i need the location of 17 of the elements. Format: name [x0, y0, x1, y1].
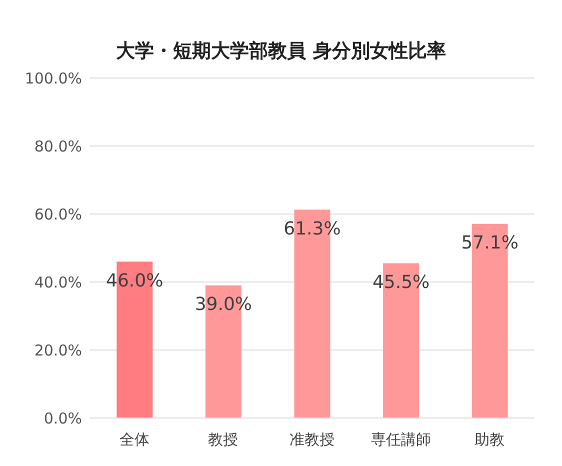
data-label: 39.0%	[194, 294, 252, 316]
data-label: 61.3%	[284, 218, 341, 240]
y-tick-label: 80.0%	[34, 137, 82, 156]
x-tick-label: 助教	[474, 430, 505, 449]
y-tick-label: 20.0%	[34, 341, 82, 360]
data-label: 45.5%	[372, 272, 430, 294]
y-tick-label: 100.0%	[24, 69, 82, 88]
chart-title: 大学・短期大学部教員 身分別女性比率	[115, 39, 447, 64]
x-tick-label: 准教授	[290, 430, 334, 449]
data-label: 57.1%	[461, 232, 518, 254]
x-tick-label: 教授	[208, 430, 238, 449]
x-tick-label: 専任講師	[370, 430, 431, 449]
data-label: 46.0%	[106, 270, 164, 292]
y-tick-label: 40.0%	[34, 273, 82, 292]
y-tick-label: 60.0%	[34, 205, 82, 224]
x-tick-label: 全体	[119, 430, 150, 449]
y-tick-label: 0.0%	[44, 409, 82, 428]
